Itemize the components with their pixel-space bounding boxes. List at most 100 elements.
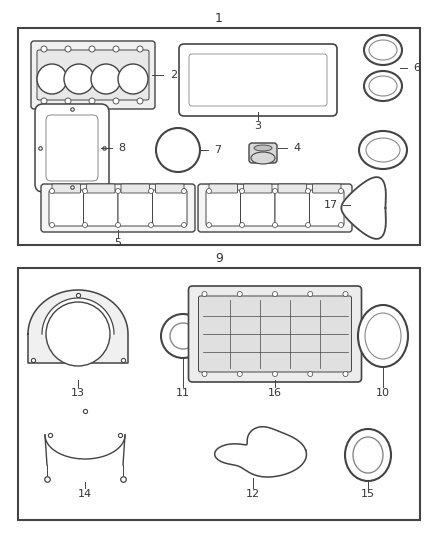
Circle shape (181, 189, 187, 193)
FancyBboxPatch shape (86, 184, 115, 193)
Circle shape (113, 98, 119, 104)
FancyBboxPatch shape (310, 190, 344, 226)
Circle shape (343, 372, 348, 376)
FancyBboxPatch shape (188, 286, 361, 382)
Circle shape (206, 189, 212, 193)
Circle shape (305, 222, 311, 228)
FancyBboxPatch shape (198, 296, 352, 372)
Text: 17: 17 (324, 200, 338, 210)
FancyBboxPatch shape (37, 50, 149, 100)
Polygon shape (215, 427, 307, 477)
Ellipse shape (353, 437, 383, 473)
Ellipse shape (364, 71, 402, 101)
Circle shape (305, 189, 311, 193)
Text: 9: 9 (215, 252, 223, 264)
Polygon shape (342, 177, 386, 239)
Circle shape (308, 292, 313, 296)
Circle shape (237, 372, 242, 376)
Circle shape (89, 46, 95, 52)
Text: 4: 4 (293, 143, 300, 153)
Circle shape (41, 46, 47, 52)
Circle shape (202, 292, 207, 296)
Text: 5: 5 (114, 238, 121, 248)
Text: 16: 16 (268, 388, 282, 398)
Circle shape (240, 222, 244, 228)
FancyBboxPatch shape (41, 184, 195, 232)
Circle shape (49, 189, 54, 193)
FancyBboxPatch shape (189, 54, 327, 106)
Circle shape (272, 222, 278, 228)
Text: 2: 2 (170, 70, 177, 80)
Circle shape (49, 222, 54, 228)
FancyBboxPatch shape (198, 184, 352, 232)
Circle shape (116, 222, 120, 228)
Circle shape (237, 292, 242, 296)
Circle shape (339, 222, 343, 228)
Ellipse shape (254, 145, 272, 151)
Text: 14: 14 (78, 489, 92, 499)
Ellipse shape (369, 40, 397, 60)
Circle shape (272, 292, 278, 296)
Text: 6: 6 (413, 63, 420, 73)
Circle shape (161, 314, 205, 358)
Polygon shape (42, 298, 114, 334)
Circle shape (65, 46, 71, 52)
Circle shape (343, 292, 348, 296)
Circle shape (116, 189, 120, 193)
Circle shape (65, 98, 71, 104)
Circle shape (148, 189, 153, 193)
Bar (18, 268, 420, 520)
FancyBboxPatch shape (118, 190, 152, 226)
FancyBboxPatch shape (209, 184, 237, 193)
Circle shape (46, 302, 110, 366)
Text: 7: 7 (214, 145, 221, 155)
Text: 10: 10 (376, 388, 390, 398)
FancyBboxPatch shape (179, 44, 337, 116)
Circle shape (89, 98, 95, 104)
Circle shape (206, 222, 212, 228)
Circle shape (64, 64, 94, 94)
FancyBboxPatch shape (121, 184, 149, 193)
Polygon shape (28, 290, 128, 363)
Circle shape (118, 64, 148, 94)
Circle shape (113, 46, 119, 52)
FancyBboxPatch shape (84, 190, 118, 226)
Circle shape (137, 98, 143, 104)
Circle shape (156, 128, 200, 172)
FancyBboxPatch shape (312, 184, 341, 193)
Circle shape (272, 189, 278, 193)
Ellipse shape (364, 35, 402, 65)
FancyBboxPatch shape (46, 115, 98, 181)
Text: 1: 1 (215, 12, 223, 25)
FancyBboxPatch shape (278, 184, 307, 193)
Bar (18, 28, 420, 245)
FancyBboxPatch shape (155, 184, 184, 193)
FancyBboxPatch shape (249, 143, 277, 163)
Ellipse shape (358, 305, 408, 367)
Text: 11: 11 (176, 388, 190, 398)
Circle shape (137, 46, 143, 52)
FancyBboxPatch shape (244, 184, 272, 193)
Ellipse shape (251, 152, 275, 164)
Circle shape (181, 222, 187, 228)
FancyBboxPatch shape (49, 190, 84, 226)
Circle shape (82, 189, 88, 193)
Circle shape (308, 372, 313, 376)
Text: 12: 12 (246, 489, 260, 499)
Text: 15: 15 (361, 489, 375, 499)
Text: 8: 8 (118, 143, 125, 153)
Circle shape (82, 222, 88, 228)
Circle shape (91, 64, 121, 94)
Ellipse shape (345, 429, 391, 481)
FancyBboxPatch shape (240, 190, 275, 226)
Circle shape (202, 372, 207, 376)
Ellipse shape (369, 76, 397, 96)
Circle shape (240, 189, 244, 193)
Circle shape (37, 64, 67, 94)
FancyBboxPatch shape (275, 190, 310, 226)
FancyBboxPatch shape (31, 41, 155, 109)
Text: 13: 13 (71, 388, 85, 398)
FancyBboxPatch shape (206, 190, 240, 226)
Circle shape (272, 372, 278, 376)
Text: 3: 3 (254, 121, 261, 131)
